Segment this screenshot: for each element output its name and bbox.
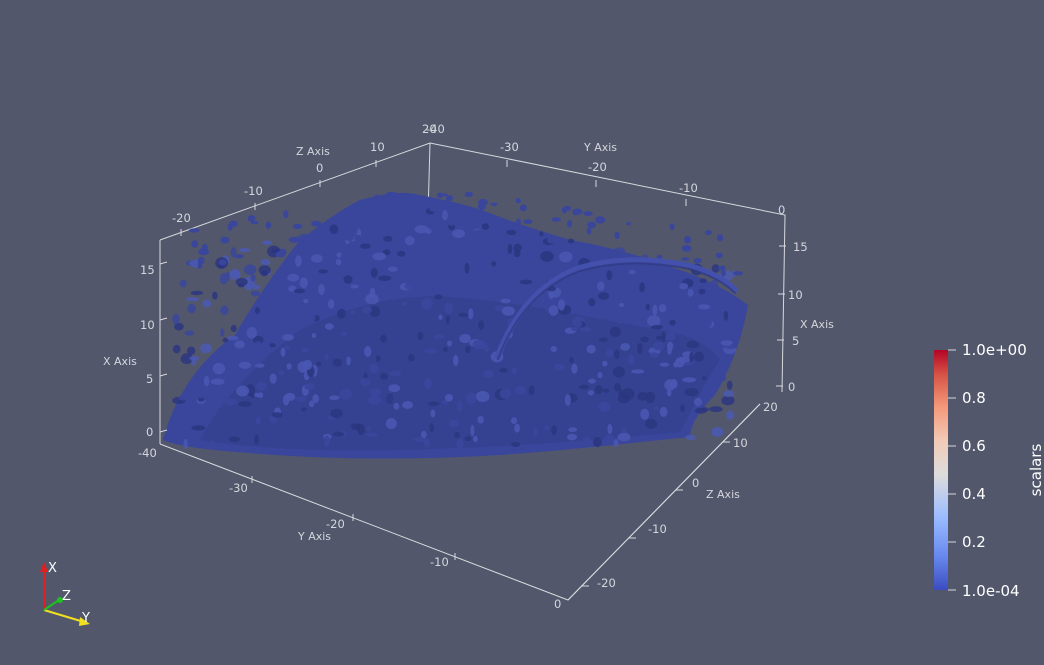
surface-speckles bbox=[172, 191, 743, 450]
tick-label: 10 bbox=[788, 288, 803, 302]
tick-label: 20 bbox=[422, 122, 437, 136]
scalar-color-legend[interactable]: 1.0e+00 0.8 0.6 0.4 0.2 1.0e-04 scalars bbox=[934, 341, 1044, 600]
tick-label: -30 bbox=[500, 140, 519, 154]
tick-label: 10 bbox=[733, 436, 748, 450]
z-axis-bottom: 20 10 0 -10 -20 Z Axis bbox=[582, 400, 778, 590]
tick-label: 0 bbox=[778, 203, 785, 217]
color-bar-title: scalars bbox=[1027, 444, 1044, 497]
z-axis-bottom-title: Z Axis bbox=[706, 488, 740, 501]
orient-x-label: X bbox=[48, 561, 57, 576]
x-axis-left: 0 5 10 15 X Axis bbox=[103, 261, 168, 439]
isosurface-blobs[interactable] bbox=[163, 191, 748, 459]
tick-label: 5 bbox=[792, 334, 799, 348]
x-axis-right: 0 5 10 15 X Axis bbox=[776, 240, 834, 394]
color-bar-label: 1.0e-04 bbox=[962, 582, 1020, 600]
y-axis-top: -40 -30 -20 -10 0 Y Axis bbox=[426, 122, 785, 217]
tick-label: 10 bbox=[370, 140, 385, 154]
x-axis-left-title: X Axis bbox=[103, 355, 137, 368]
color-bar-label: 0.4 bbox=[962, 485, 986, 503]
tick-label: -40 bbox=[426, 122, 445, 136]
tick-label: 0 bbox=[146, 425, 153, 439]
color-bar-label: 1.0e+00 bbox=[962, 341, 1027, 359]
orient-z-label: Z bbox=[62, 589, 71, 604]
tick-label: 20 bbox=[763, 400, 778, 414]
tick-label: 0 bbox=[692, 476, 699, 490]
tick-label: -40 bbox=[138, 446, 157, 460]
orient-y-arrow-icon bbox=[43, 609, 85, 623]
color-bar-gradient bbox=[934, 350, 948, 590]
tick-label: -10 bbox=[430, 555, 449, 569]
tick-label: 15 bbox=[140, 263, 155, 277]
color-bar-label: 0.6 bbox=[962, 437, 986, 455]
color-bar-label: 0.8 bbox=[962, 389, 986, 407]
tick-label: -20 bbox=[597, 576, 616, 590]
orientation-axes-widget: X Y Z bbox=[40, 561, 90, 626]
tick-label: -30 bbox=[229, 481, 248, 495]
orient-y-label: Y bbox=[81, 611, 90, 626]
tick-label: 15 bbox=[793, 240, 808, 254]
tick-label: 10 bbox=[140, 318, 155, 332]
tick-label: -20 bbox=[588, 160, 607, 174]
y-axis-bottom: -40 -30 -20 -10 0 Y Axis bbox=[138, 446, 561, 611]
tick-label: 0 bbox=[316, 161, 323, 175]
tick-label: 0 bbox=[554, 597, 561, 611]
tick-label: 0 bbox=[788, 380, 795, 394]
z-axis-top: -20 -10 0 10 20 Z Axis bbox=[172, 122, 437, 236]
x-axis-right-title: X Axis bbox=[800, 318, 834, 331]
color-bar-label: 0.2 bbox=[962, 533, 986, 551]
orient-z-arrow-icon bbox=[43, 599, 60, 611]
tick-label: -20 bbox=[326, 517, 345, 531]
tick-label: 5 bbox=[146, 372, 153, 386]
y-axis-top-title: Y Axis bbox=[583, 141, 617, 154]
tick-label: -10 bbox=[648, 522, 667, 536]
tick-label: -10 bbox=[244, 184, 263, 198]
y-axis-bottom-title: Y Axis bbox=[297, 530, 331, 543]
tick-label: -10 bbox=[679, 181, 698, 195]
cube-axes-front bbox=[567, 403, 761, 601]
z-axis-top-title: Z Axis bbox=[296, 145, 330, 158]
tick-label: -20 bbox=[172, 211, 191, 225]
